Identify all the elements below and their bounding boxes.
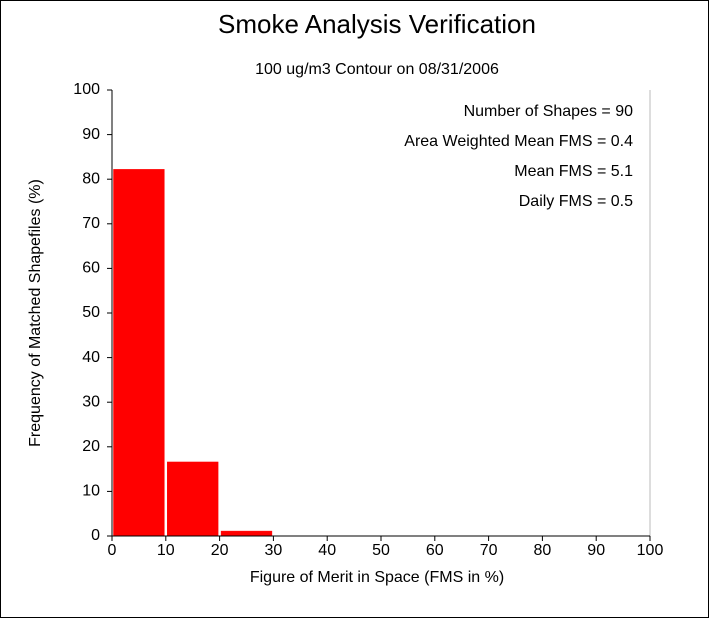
x-tick-label: 50 [372, 542, 390, 559]
x-tick-label: 10 [157, 542, 175, 559]
bar [220, 530, 273, 537]
bar [167, 461, 219, 537]
x-tick-label: 80 [534, 542, 552, 559]
x-tick-label: 30 [265, 542, 283, 559]
annotation: Number of Shapes = 90 [464, 103, 634, 120]
y-tick-label: 60 [82, 260, 100, 277]
y-axis-label: Frequency of Matched Shapefiles (%) [27, 179, 44, 447]
y-tick-label: 90 [82, 126, 100, 143]
y-tick-label: 20 [82, 438, 100, 455]
x-tick-label: 0 [108, 542, 117, 559]
y-tick-label: 50 [82, 304, 100, 321]
annotation: Daily FMS = 0.5 [519, 193, 633, 210]
x-tick-label: 90 [587, 542, 605, 559]
bar [113, 169, 165, 537]
x-tick-label: 20 [211, 542, 229, 559]
chart-title: Smoke Analysis Verification [218, 9, 536, 39]
x-tick-label: 60 [426, 542, 444, 559]
y-tick-label: 40 [82, 349, 100, 366]
chart-subtitle: 100 ug/m3 Contour on 08/31/2006 [255, 61, 499, 78]
x-tick-label: 40 [318, 542, 336, 559]
annotation: Mean FMS = 5.1 [514, 163, 633, 180]
x-axis-label: Figure of Merit in Space (FMS in %) [250, 569, 504, 586]
y-tick-label: 30 [82, 393, 100, 410]
y-tick-label: 10 [82, 483, 100, 500]
y-tick-label: 0 [91, 527, 100, 544]
y-tick-label: 70 [82, 215, 100, 232]
y-tick-label: 100 [73, 81, 100, 98]
x-tick-label: 70 [480, 542, 498, 559]
x-tick-label: 100 [637, 542, 664, 559]
y-tick-label: 80 [82, 170, 100, 187]
annotation: Area Weighted Mean FMS = 0.4 [404, 133, 633, 150]
